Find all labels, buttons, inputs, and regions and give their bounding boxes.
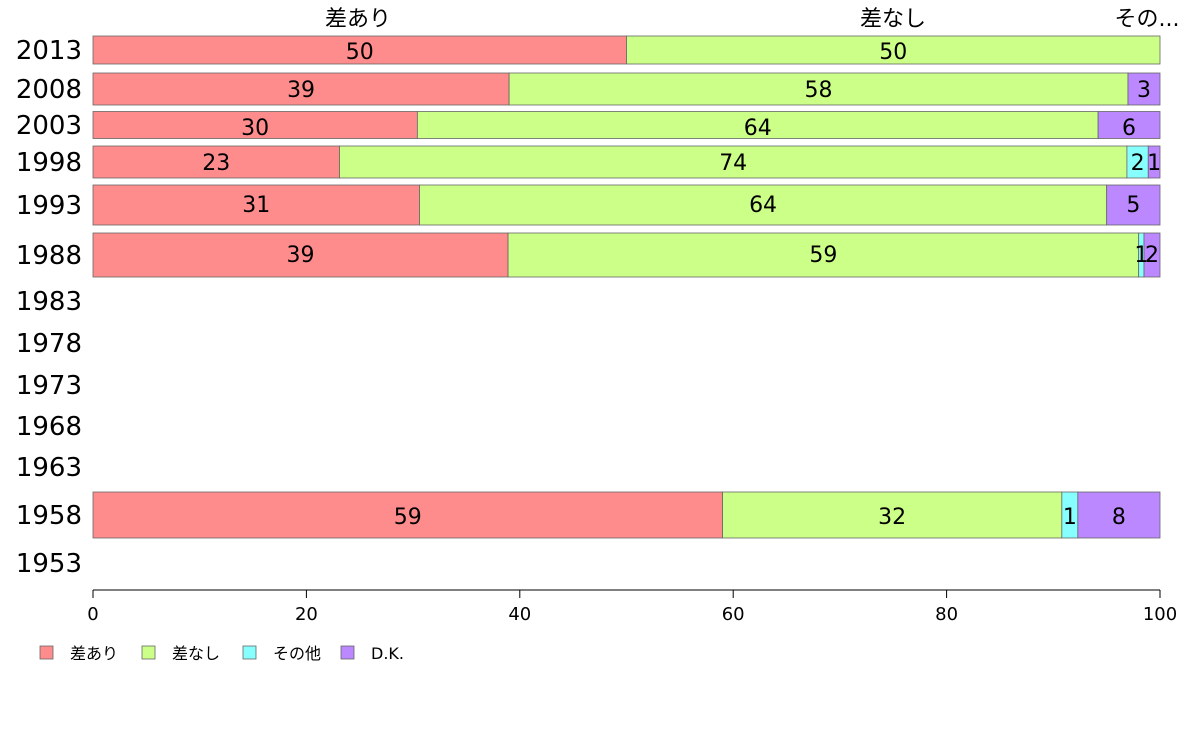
x-tick-label-20: 20 xyxy=(295,604,318,625)
bar-2003-series-0 xyxy=(92,111,418,139)
x-axis: 0 20 40 60 80 100 xyxy=(87,589,1177,625)
legend-swatch-2 xyxy=(242,645,257,660)
bar-1993-series-1 xyxy=(419,184,1108,226)
legend-swatch-0 xyxy=(39,645,54,660)
legend-label-2: その他 xyxy=(273,644,321,663)
x-tick-label-40: 40 xyxy=(508,604,531,625)
bar-1993-series-0 xyxy=(92,184,420,226)
value-label-2003-series-0: 30 xyxy=(241,116,269,141)
bar-1988-series-3 xyxy=(1143,232,1161,278)
value-label-1998-series-0: 23 xyxy=(202,151,230,176)
bar-1998-series-0 xyxy=(92,145,340,179)
bar-1998-series-3 xyxy=(1147,145,1161,179)
year-label-1968: 1968 xyxy=(16,412,82,442)
bar-2003-series-3 xyxy=(1097,111,1161,139)
year-label-1973: 1973 xyxy=(16,371,82,401)
bar-2013-series-0 xyxy=(92,35,627,65)
bar-1988-series-1 xyxy=(507,232,1140,278)
value-label-1998-series-3: 1 xyxy=(1147,151,1161,176)
value-label-2008-series-0: 39 xyxy=(287,78,315,103)
x-tick-label-0: 0 xyxy=(87,604,98,625)
top-category-labels: 差あり 差なし その... xyxy=(325,7,1180,32)
x-tick-label-100: 100 xyxy=(1143,604,1177,625)
legend: 差あり 差なし その他 D.K. xyxy=(39,644,404,663)
year-label-2013: 2013 xyxy=(16,36,82,66)
value-label-1958-series-1: 32 xyxy=(878,505,906,530)
bar-1998-series-1 xyxy=(339,145,1128,179)
bar-2008-series-0 xyxy=(92,72,510,106)
bar-2013-series-1 xyxy=(626,35,1161,65)
legend-label-1: 差なし xyxy=(172,644,220,663)
year-label-1953: 1953 xyxy=(16,549,82,579)
value-label-1998-series-2: 2 xyxy=(1131,151,1145,176)
year-label-1993: 1993 xyxy=(16,191,82,221)
year-label-1998: 1998 xyxy=(16,148,82,178)
value-label-2008-series-1: 58 xyxy=(805,78,833,103)
value-label-1993-series-3: 5 xyxy=(1126,193,1140,218)
year-label-1983: 1983 xyxy=(16,287,82,317)
value-label-1993-series-0: 31 xyxy=(242,193,270,218)
year-label-1978: 1978 xyxy=(16,329,82,359)
value-label-1988-series-1: 59 xyxy=(809,243,837,268)
value-label-1958-series-0: 59 xyxy=(394,505,422,530)
y-axis-labels: 2013 2008 2003 1998 1993 1988 1983 1978 1973 1968… xyxy=(16,36,82,579)
year-label-1963: 1963 xyxy=(16,453,82,483)
value-label-2013-series-1: 50 xyxy=(879,40,907,65)
x-tick-label-60: 60 xyxy=(722,604,745,625)
top-label-0: 差あり xyxy=(325,7,391,32)
legend-swatch-1 xyxy=(141,645,156,660)
year-label-2003: 2003 xyxy=(16,111,82,141)
value-label-2013-series-0: 50 xyxy=(346,40,374,65)
year-label-1958: 1958 xyxy=(16,501,82,531)
value-label-1988-series-3: 2 xyxy=(1145,243,1159,268)
bar-2008-series-1 xyxy=(508,72,1129,106)
bar-1993-series-3 xyxy=(1106,184,1161,226)
bar-1958-series-0 xyxy=(92,491,723,539)
value-label-2003-series-1: 64 xyxy=(744,116,772,141)
value-label-1988-series-2: 1 xyxy=(1134,243,1148,268)
year-label-1988: 1988 xyxy=(16,241,82,271)
value-label-1998-series-1: 74 xyxy=(719,151,747,176)
legend-swatch-3 xyxy=(340,645,355,660)
value-label-2008-series-3: 3 xyxy=(1137,78,1151,103)
value-label-2003-series-3: 6 xyxy=(1122,116,1136,141)
legend-label-0: 差あり xyxy=(70,644,118,663)
value-label-1993-series-1: 64 xyxy=(749,193,777,218)
top-label-1: 差なし xyxy=(860,7,926,32)
bar-1958-series-3 xyxy=(1077,491,1161,539)
bar-1988-series-0 xyxy=(92,232,509,278)
legend-label-3: D.K. xyxy=(371,644,404,663)
bar-2003-series-1 xyxy=(416,111,1099,139)
value-label-1958-series-2: 1 xyxy=(1063,505,1077,530)
value-label-1988-series-0: 39 xyxy=(287,243,315,268)
top-label-2: その... xyxy=(1115,7,1180,32)
year-label-2008: 2008 xyxy=(16,75,82,105)
value-label-1958-series-3: 8 xyxy=(1112,505,1126,530)
bar-1958-series-1 xyxy=(722,491,1063,539)
bars xyxy=(92,35,1161,539)
x-tick-label-80: 80 xyxy=(935,604,958,625)
bar-2008-series-3 xyxy=(1127,72,1161,106)
